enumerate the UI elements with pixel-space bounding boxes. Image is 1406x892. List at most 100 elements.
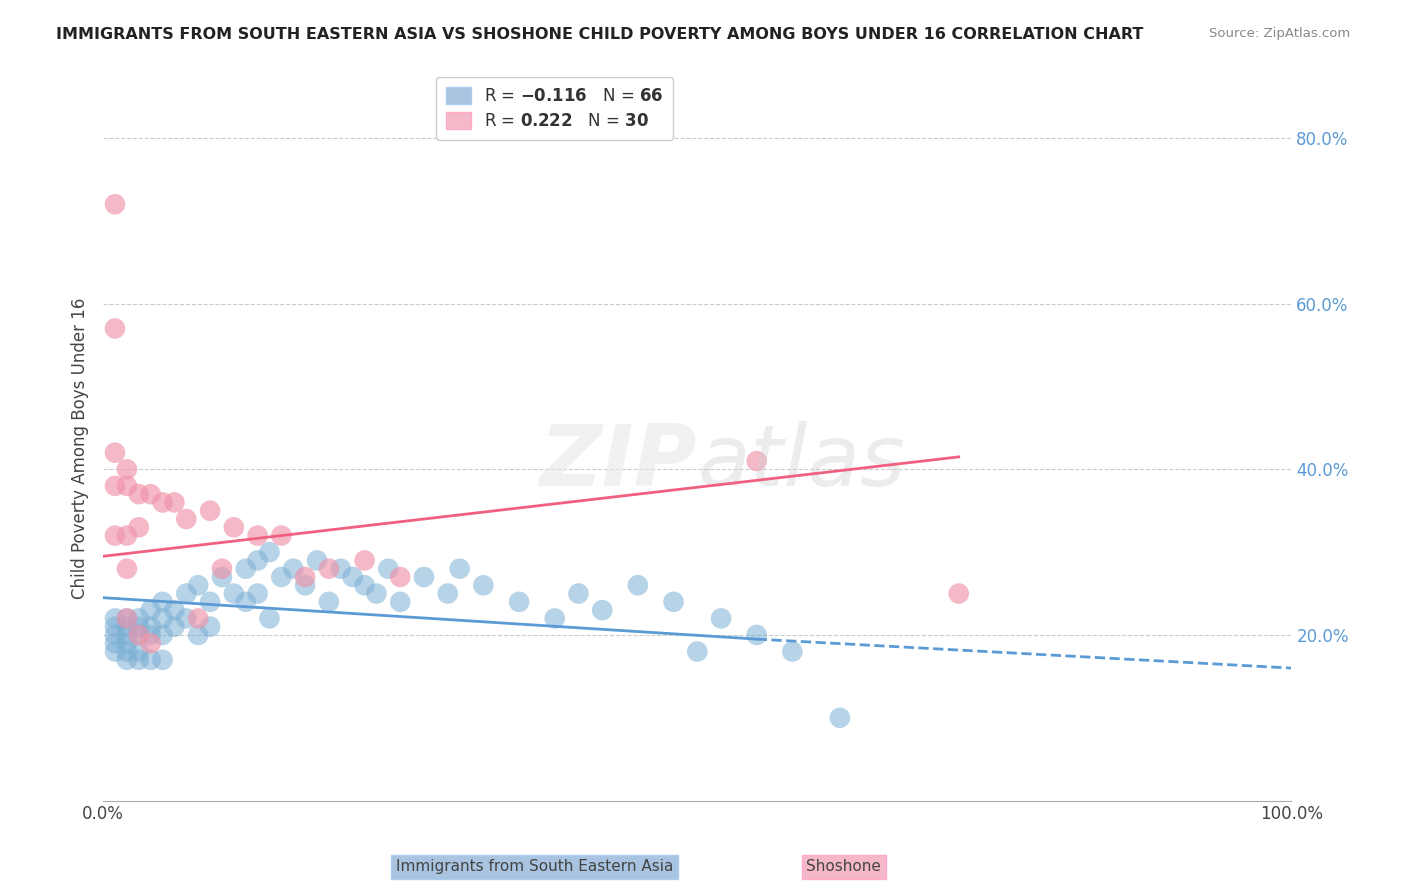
Point	[198, 595, 221, 609]
Point	[115, 636, 138, 650]
Point	[235, 562, 257, 576]
Point	[745, 454, 768, 468]
Point	[187, 578, 209, 592]
Point	[948, 586, 970, 600]
Point	[115, 620, 138, 634]
Point	[198, 620, 221, 634]
Point	[115, 562, 138, 576]
Point	[176, 512, 198, 526]
Point	[294, 570, 316, 584]
Point	[544, 611, 567, 625]
Point	[187, 628, 209, 642]
Point	[745, 628, 768, 642]
Point	[246, 553, 269, 567]
Point	[139, 636, 162, 650]
Point	[128, 620, 150, 634]
Point	[187, 611, 209, 625]
Point	[104, 479, 127, 493]
Legend: R = $\bf{-0.116}$   N = $\bf{66}$, R = $\bf{0.222}$   N = $\bf{30}$: R = $\bf{-0.116}$ N = $\bf{66}$, R = $\b…	[436, 77, 673, 140]
Y-axis label: Child Poverty Among Boys Under 16: Child Poverty Among Boys Under 16	[72, 298, 89, 599]
Point	[104, 620, 127, 634]
Point	[567, 586, 589, 600]
Point	[235, 595, 257, 609]
Point	[104, 528, 127, 542]
Point	[163, 603, 186, 617]
Point	[508, 595, 530, 609]
Text: Shoshone: Shoshone	[806, 859, 882, 874]
Point	[152, 653, 174, 667]
Point	[318, 595, 340, 609]
Text: Immigrants from South Eastern Asia: Immigrants from South Eastern Asia	[395, 859, 673, 874]
Point	[104, 636, 127, 650]
Point	[627, 578, 650, 592]
Point	[591, 603, 613, 617]
Point	[115, 611, 138, 625]
Point	[342, 570, 364, 584]
Point	[270, 528, 292, 542]
Point	[198, 504, 221, 518]
Point	[472, 578, 495, 592]
Point	[259, 611, 281, 625]
Point	[115, 479, 138, 493]
Point	[222, 520, 245, 534]
Point	[128, 653, 150, 667]
Point	[104, 611, 127, 625]
Point	[104, 644, 127, 658]
Point	[115, 644, 138, 658]
Point	[413, 570, 436, 584]
Point	[104, 321, 127, 335]
Point	[163, 495, 186, 509]
Point	[115, 462, 138, 476]
Point	[246, 528, 269, 542]
Point	[128, 628, 150, 642]
Point	[128, 520, 150, 534]
Point	[259, 545, 281, 559]
Text: ZIP: ZIP	[540, 421, 697, 504]
Point	[353, 578, 375, 592]
Point	[152, 495, 174, 509]
Point	[686, 644, 709, 658]
Point	[318, 562, 340, 576]
Point	[104, 628, 127, 642]
Point	[366, 586, 388, 600]
Point	[449, 562, 471, 576]
Point	[115, 628, 138, 642]
Text: atlas: atlas	[697, 421, 905, 504]
Point	[128, 487, 150, 501]
Point	[710, 611, 733, 625]
Point	[305, 553, 328, 567]
Point	[176, 611, 198, 625]
Point	[128, 628, 150, 642]
Text: IMMIGRANTS FROM SOUTH EASTERN ASIA VS SHOSHONE CHILD POVERTY AMONG BOYS UNDER 16: IMMIGRANTS FROM SOUTH EASTERN ASIA VS SH…	[56, 27, 1143, 42]
Point	[782, 644, 804, 658]
Point	[104, 197, 127, 211]
Point	[152, 595, 174, 609]
Point	[389, 570, 412, 584]
Point	[353, 553, 375, 567]
Point	[377, 562, 399, 576]
Point	[163, 620, 186, 634]
Point	[104, 446, 127, 460]
Point	[211, 562, 233, 576]
Point	[176, 586, 198, 600]
Point	[128, 644, 150, 658]
Point	[329, 562, 352, 576]
Point	[115, 653, 138, 667]
Point	[246, 586, 269, 600]
Point	[139, 487, 162, 501]
Point	[152, 628, 174, 642]
Point	[222, 586, 245, 600]
Point	[294, 578, 316, 592]
Point	[270, 570, 292, 584]
Point	[139, 603, 162, 617]
Point	[139, 653, 162, 667]
Point	[139, 628, 162, 642]
Point	[152, 611, 174, 625]
Point	[389, 595, 412, 609]
Point	[115, 528, 138, 542]
Point	[828, 711, 851, 725]
Point	[662, 595, 685, 609]
Point	[436, 586, 458, 600]
Text: Source: ZipAtlas.com: Source: ZipAtlas.com	[1209, 27, 1350, 40]
Point	[115, 611, 138, 625]
